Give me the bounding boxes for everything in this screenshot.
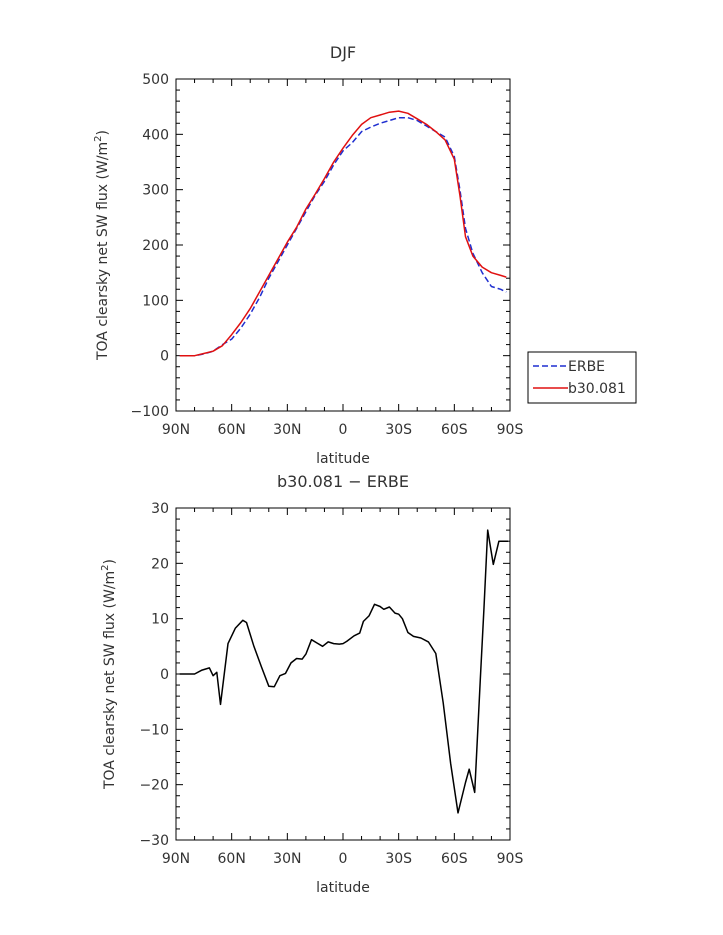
top-xtick-label: 90S bbox=[497, 422, 524, 438]
top-ytick-label: 500 bbox=[142, 72, 169, 88]
top-series-b30-081-line bbox=[179, 110, 507, 357]
top-ytick-label: 100 bbox=[142, 293, 169, 309]
bottom-xtick-label: 0 bbox=[339, 851, 348, 867]
top-ytick-label: 0 bbox=[160, 349, 169, 365]
top-plot-frame bbox=[175, 78, 511, 412]
bottom-xtick-label: 90N bbox=[162, 851, 190, 867]
legend: ERBE b30.081 bbox=[527, 351, 637, 404]
top-ytick-label: −100 bbox=[131, 404, 169, 420]
bottom-axis-ticks: 90N 60N 30N 0 30S 60S 90S −30 −20 −10 0 10 20 30 bbox=[139, 501, 523, 867]
bottom-xtick-label: 30N bbox=[273, 851, 301, 867]
top-xtick-label: 0 bbox=[339, 422, 348, 438]
bottom-ytick-label: 0 bbox=[160, 667, 169, 683]
bottom-xtick-label: 60N bbox=[218, 851, 246, 867]
bottom-ytick-label: −20 bbox=[139, 778, 169, 794]
bottom-xtick-label: 60S bbox=[441, 851, 468, 867]
bottom-chart-title: b30.081 − ERBE bbox=[277, 472, 409, 491]
bottom-series-difference-line bbox=[179, 529, 509, 814]
bottom-ytick-label: −30 bbox=[139, 833, 169, 849]
bottom-ytick-label: 30 bbox=[151, 501, 169, 517]
legend-box bbox=[527, 351, 637, 404]
bottom-chart-xlabel: latitude bbox=[316, 880, 370, 896]
top-chart: DJF latitude TOA clearsky net SW flux (W… bbox=[93, 43, 637, 467]
top-chart-xlabel: latitude bbox=[316, 451, 370, 467]
top-axis-ticks: 90N 60N 30N 0 30S 60S 90S −100 0 100 200 300 400 500 bbox=[131, 72, 524, 438]
top-ytick-label: 400 bbox=[142, 127, 169, 143]
top-series-erbe-line bbox=[179, 116, 507, 357]
bottom-series-group bbox=[179, 529, 509, 814]
top-xtick-label: 90N bbox=[162, 422, 190, 438]
top-ytick-label: 200 bbox=[142, 238, 169, 254]
bottom-ytick-label: −10 bbox=[139, 722, 169, 738]
bottom-xtick-label: 30S bbox=[385, 851, 412, 867]
legend-erbe-label: ERBE bbox=[568, 359, 605, 375]
legend-b30-label: b30.081 bbox=[568, 381, 626, 397]
top-chart-ylabel: TOA clearsky net SW flux (W/m2) bbox=[93, 130, 111, 361]
bottom-plot-frame bbox=[175, 507, 511, 841]
bottom-ytick-label: 20 bbox=[151, 556, 169, 572]
bottom-ytick-label: 10 bbox=[151, 612, 169, 628]
bottom-chart-ylabel: TOA clearsky net SW flux (W/m2) bbox=[100, 559, 118, 790]
top-xtick-label: 30N bbox=[273, 422, 301, 438]
top-xtick-label: 30S bbox=[385, 422, 412, 438]
top-xtick-label: 60N bbox=[218, 422, 246, 438]
bottom-xtick-label: 90S bbox=[497, 851, 524, 867]
top-chart-title: DJF bbox=[330, 43, 356, 62]
bottom-chart: b30.081 − ERBE latitude TOA clearsky net… bbox=[100, 472, 523, 896]
top-ytick-label: 300 bbox=[142, 183, 169, 199]
top-xtick-label: 60S bbox=[441, 422, 468, 438]
top-series-group bbox=[179, 110, 507, 357]
